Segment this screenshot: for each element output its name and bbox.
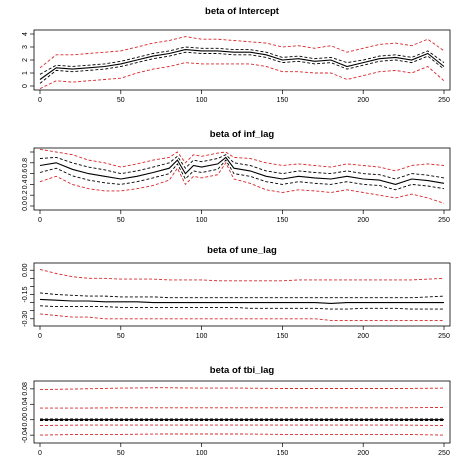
y-tick-label: 0.00 bbox=[22, 413, 29, 427]
y-tick-label: 0.00 bbox=[22, 263, 29, 277]
x-tick-label: 50 bbox=[117, 450, 125, 457]
x-tick-label: 100 bbox=[196, 97, 208, 104]
x-tick-label: 200 bbox=[357, 450, 369, 457]
y-tick-label: 3 bbox=[22, 45, 29, 49]
x-tick-label: 0 bbox=[38, 333, 42, 340]
series-line-inner-upper bbox=[39, 292, 445, 299]
x-tick-label: 50 bbox=[117, 97, 125, 104]
y-tick-label: 0.8 bbox=[22, 158, 29, 168]
x-tick-label: 150 bbox=[277, 333, 289, 340]
y-tick-label: 0.2 bbox=[22, 190, 29, 200]
series-line-upper-band bbox=[39, 268, 445, 282]
x-tick-label: 0 bbox=[38, 217, 42, 224]
series-line-lower-band bbox=[39, 313, 444, 321]
x-tick-label: 0 bbox=[38, 450, 42, 457]
series-line-lower-band bbox=[39, 62, 445, 90]
x-tick-label: 150 bbox=[277, 97, 289, 104]
series-line-estimate bbox=[39, 49, 445, 80]
y-tick-label: -0.15 bbox=[22, 286, 29, 302]
x-tick-label: 250 bbox=[438, 450, 450, 457]
panel-title: beta of inf_lag bbox=[210, 129, 275, 140]
x-tick-label: 200 bbox=[357, 97, 369, 104]
plot-frame bbox=[33, 29, 451, 91]
series-line-estimate bbox=[39, 156, 445, 185]
series-line-inner-lower bbox=[39, 159, 445, 191]
y-tick-label: 0.0 bbox=[22, 201, 29, 211]
y-tick-label: 0.08 bbox=[22, 382, 29, 396]
y-tick-label: 2 bbox=[22, 58, 29, 62]
series-line-inner-lower bbox=[39, 305, 444, 310]
x-tick-label: 250 bbox=[438, 333, 450, 340]
y-tick-label: 0 bbox=[22, 84, 29, 88]
panel-title: beta of Intercept bbox=[205, 6, 280, 17]
y-tick-label: 4 bbox=[22, 32, 29, 36]
series-line-lower-band bbox=[39, 433, 445, 436]
y-tick-label: 0.6 bbox=[22, 169, 29, 179]
chart-panel-4: beta of tbi_lag 0 50 100 150 200 250 -0.040.00 0… bbox=[22, 365, 451, 457]
x-tick-label: 200 bbox=[357, 333, 369, 340]
x-tick-label: 150 bbox=[277, 450, 289, 457]
plot-frame bbox=[33, 147, 451, 211]
series-line-lower-band bbox=[39, 161, 445, 204]
panel-title: beta of tbi_lag bbox=[210, 365, 275, 376]
series-line-inner-upper bbox=[39, 46, 445, 75]
y-tick-label: 0.4 bbox=[22, 179, 29, 189]
chart-panel-3: beta of une_lag 0 50 100 150 200 250 0.00 -0.15 -… bbox=[22, 245, 451, 340]
series-line-inner-upper bbox=[39, 154, 445, 180]
y-tick-label: -0.30 bbox=[22, 311, 29, 327]
x-tick-label: 250 bbox=[438, 217, 450, 224]
x-tick-label: 200 bbox=[357, 217, 369, 224]
x-tick-label: 50 bbox=[117, 217, 125, 224]
series-line-upper-band bbox=[39, 36, 445, 69]
series-line-upper-band bbox=[39, 148, 445, 172]
x-tick-label: 100 bbox=[196, 333, 208, 340]
x-tick-label: 100 bbox=[196, 217, 208, 224]
series-line-upper-band bbox=[39, 387, 445, 391]
plot-frame bbox=[33, 262, 451, 327]
x-tick-label: 250 bbox=[438, 97, 450, 104]
x-tick-label: 150 bbox=[277, 217, 289, 224]
x-tick-label: 0 bbox=[38, 97, 42, 104]
series-line-estimate bbox=[39, 298, 444, 304]
plot-frame bbox=[33, 380, 451, 444]
series-line-inner-lower bbox=[39, 51, 445, 84]
y-tick-label: -0.04 bbox=[22, 427, 29, 443]
series-line-mid-upper-band bbox=[40, 406, 445, 409]
y-tick-label: 1 bbox=[22, 71, 29, 75]
chart-panel-1: beta of Intercept 0 50 100 150 200 250 0 1 2 3 4 bbox=[22, 6, 451, 104]
x-tick-label: 100 bbox=[196, 450, 208, 457]
y-tick-label: 0.04 bbox=[22, 397, 29, 411]
panel-title: beta of une_lag bbox=[207, 245, 277, 256]
x-tick-label: 50 bbox=[117, 333, 125, 340]
